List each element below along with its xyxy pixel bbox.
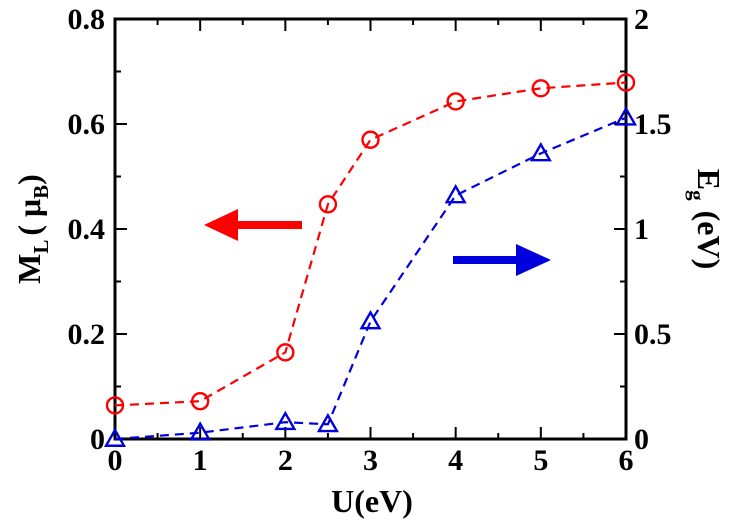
data-point-ml bbox=[190, 392, 210, 411]
data-point-ml bbox=[616, 73, 636, 92]
left-axis-label-mid: ( μ bbox=[11, 199, 47, 236]
left-y-axis: 0 0.2 0.4 0.6 0.8 bbox=[68, 3, 127, 456]
data-point-eg bbox=[444, 183, 467, 204]
x-axis: 0 1 2 3 4 5 6 bbox=[108, 19, 634, 477]
left-tick-label: 0.2 bbox=[68, 318, 106, 351]
series-line-eg bbox=[114, 116, 627, 441]
x-tick-label: 5 bbox=[533, 444, 548, 477]
data-point-eg bbox=[529, 141, 552, 162]
series-layer bbox=[103, 73, 638, 447]
right-y-axis: 0 0.5 1 1.5 2 bbox=[614, 3, 672, 456]
data-point-ml bbox=[276, 343, 295, 362]
series-line-ml bbox=[114, 81, 627, 407]
left-tick-label: 0.8 bbox=[68, 3, 106, 36]
data-point-ml bbox=[361, 130, 380, 149]
data-point-ml bbox=[318, 195, 338, 214]
x-tick-label: 1 bbox=[193, 444, 208, 477]
data-point-ml bbox=[446, 92, 465, 111]
right-tick-label: 0 bbox=[634, 423, 649, 456]
x-axis-title: U(eV) bbox=[331, 483, 413, 519]
data-point-eg bbox=[189, 421, 212, 441]
data-point-ml bbox=[531, 79, 551, 98]
x-tick-label: 2 bbox=[278, 444, 293, 477]
left-tick-label: 0 bbox=[90, 423, 105, 456]
right-axis-label-main: E bbox=[691, 169, 727, 190]
right-axis-arrow bbox=[453, 244, 551, 276]
left-axis-title: ML ( μB) bbox=[11, 174, 53, 284]
data-point-eg bbox=[359, 309, 382, 330]
data-point-eg bbox=[614, 106, 638, 126]
left-axis-label-main: M bbox=[11, 254, 47, 284]
left-axis-label-sub2: B bbox=[29, 185, 53, 199]
right-tick-label: 1.5 bbox=[634, 108, 672, 141]
right-axis-label-end: (eV) bbox=[691, 211, 727, 270]
data-point-ml bbox=[105, 396, 125, 415]
right-tick-label: 1 bbox=[634, 213, 649, 246]
right-tick-label: 2 bbox=[634, 3, 649, 36]
x-tick-label: 6 bbox=[619, 444, 634, 477]
plot-frame bbox=[113, 17, 628, 441]
data-point-eg bbox=[274, 410, 297, 431]
right-tick-label: 0.5 bbox=[634, 318, 672, 351]
left-tick-label: 0.4 bbox=[68, 213, 106, 246]
x-tick-label: 0 bbox=[108, 444, 123, 477]
left-axis-arrow bbox=[204, 209, 302, 241]
x-tick-label: 3 bbox=[363, 444, 378, 477]
left-axis-label-sub: L bbox=[29, 240, 53, 254]
right-axis-label-sub: g bbox=[685, 190, 709, 201]
left-tick-label: 0.6 bbox=[68, 108, 106, 141]
data-point-eg bbox=[103, 427, 127, 447]
left-axis-label-end: ) bbox=[11, 174, 47, 185]
x-tick-label: 4 bbox=[448, 444, 463, 477]
data-point-eg bbox=[316, 412, 339, 433]
right-axis-title: Eg (eV) bbox=[685, 169, 727, 269]
